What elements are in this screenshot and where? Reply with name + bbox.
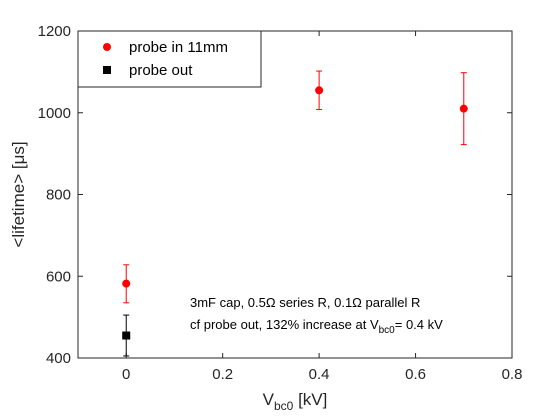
y-tick-label: 1200 <box>38 23 71 40</box>
legend-marker-probe-in <box>103 43 111 51</box>
x-tick-label: 0.2 <box>212 366 233 383</box>
x-tick-label: 0.8 <box>502 366 523 383</box>
y-tick-label: 600 <box>46 268 71 285</box>
x-tick-label: 0.6 <box>405 366 426 383</box>
data-point-square <box>122 331 131 340</box>
data-point-circle <box>122 279 131 288</box>
axis-ticks: 0 0.2 0.4 0.6 0.8 400 600 800 1000 1200 <box>38 23 523 383</box>
annotations: 3mF cap, 0.5Ω series R, 0.1Ω parallel R … <box>190 295 443 336</box>
y-tick-label: 800 <box>46 187 71 204</box>
legend-label-probe-in: probe in 11mm <box>129 39 228 56</box>
x-tick-label: 0.4 <box>309 366 330 383</box>
legend: probe in 11mm probe out <box>77 30 262 88</box>
legend-label-probe-out: probe out <box>129 62 193 79</box>
annotation-line-1: 3mF cap, 0.5Ω series R, 0.1Ω parallel R <box>190 295 420 310</box>
x-axis-label: Vbc0 [kV] <box>263 390 328 413</box>
annotation-line-2: cf probe out, 132% increase at Vbc0= 0.4… <box>190 317 443 336</box>
y-axis-label: <lifetime> [μs] <box>9 141 28 247</box>
data-marks <box>122 70 468 357</box>
data-point-circle <box>459 104 468 113</box>
data-point-circle <box>315 86 324 95</box>
x-tick-label: 0 <box>122 366 130 383</box>
y-tick-label: 400 <box>46 350 71 367</box>
legend-marker-probe-out <box>103 66 111 74</box>
y-tick-label: 1000 <box>38 105 71 122</box>
legend-box <box>77 30 262 88</box>
